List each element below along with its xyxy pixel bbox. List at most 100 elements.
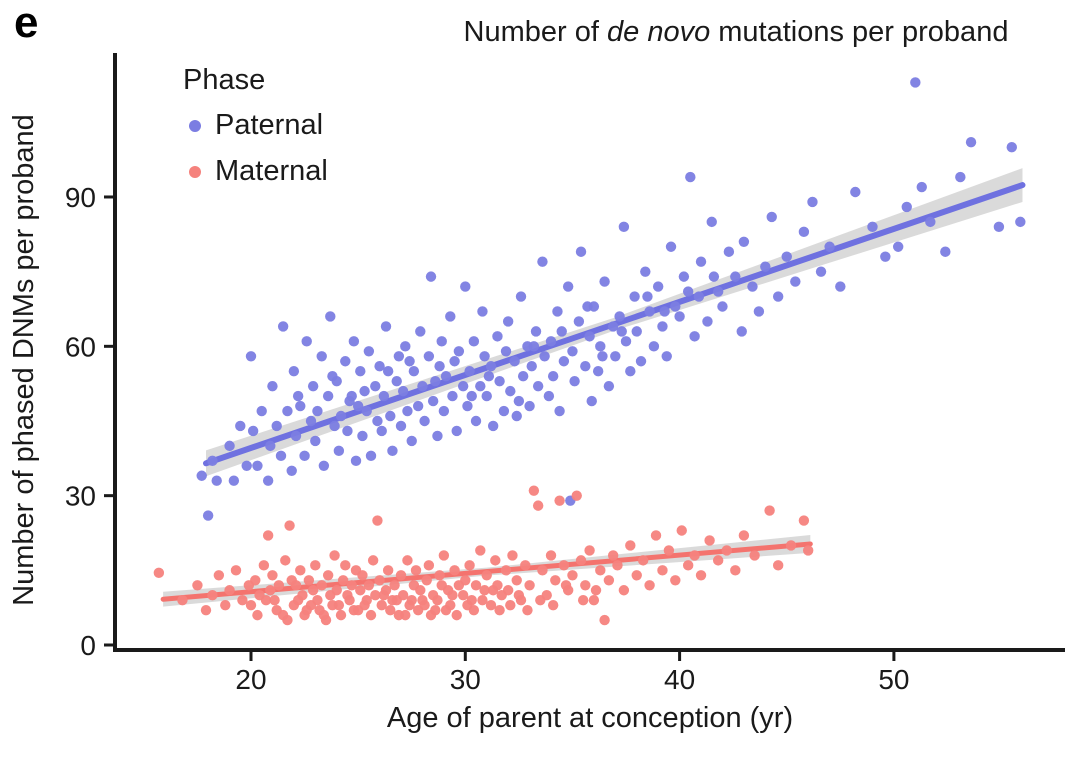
- paternal-point: [460, 281, 471, 292]
- paternal-point: [487, 420, 499, 432]
- paternal-point: [595, 341, 606, 352]
- maternal-point: [344, 594, 355, 606]
- maternal-point: [329, 550, 340, 561]
- paternal-point: [331, 375, 342, 387]
- paternal-point: [417, 380, 428, 392]
- paternal-dot-icon: [189, 119, 201, 132]
- paternal-point: [374, 361, 385, 372]
- paternal-point: [385, 410, 396, 422]
- maternal-point: [689, 550, 700, 561]
- paternal-point: [449, 356, 460, 367]
- maternal-point: [657, 565, 668, 576]
- paternal-point: [333, 445, 345, 457]
- paternal-point: [901, 201, 912, 213]
- maternal-point: [410, 565, 422, 576]
- paternal-point: [370, 380, 381, 392]
- paternal-point: [400, 341, 411, 352]
- maternal-point: [477, 594, 488, 606]
- paternal-point: [993, 221, 1005, 233]
- paternal-point: [635, 356, 647, 367]
- paternal-point: [747, 281, 758, 292]
- y-tick-label: 60: [65, 331, 96, 362]
- paternal-point: [393, 351, 405, 362]
- maternal-point: [153, 567, 165, 579]
- paternal-point: [365, 450, 377, 462]
- maternal-point: [273, 580, 285, 591]
- paternal-point: [910, 77, 921, 88]
- maternal-point: [562, 585, 574, 596]
- paternal-point: [427, 395, 439, 407]
- paternal-point: [648, 341, 660, 352]
- maternal-point: [415, 585, 426, 596]
- paternal-point: [312, 405, 323, 417]
- paternal-point: [599, 276, 610, 287]
- paternal-point: [202, 510, 214, 521]
- maternal-point: [490, 555, 501, 566]
- maternal-point: [333, 599, 345, 611]
- maternal-point: [695, 570, 707, 581]
- paternal-point: [545, 336, 557, 347]
- maternal-point: [644, 580, 655, 591]
- paternal-point: [867, 221, 878, 233]
- maternal-point: [447, 590, 458, 601]
- maternal-point: [389, 580, 400, 591]
- paternal-point: [252, 460, 263, 471]
- chart-title-italic: de novo: [607, 16, 711, 48]
- maternal-point: [520, 560, 531, 571]
- paternal-point: [247, 425, 259, 437]
- paternal-point: [607, 321, 619, 332]
- paternal-point: [772, 291, 784, 302]
- y-axis-label: Number of phased DNMs per proband: [8, 114, 40, 606]
- maternal-point: [588, 594, 600, 606]
- maternal-point: [575, 555, 587, 566]
- paternal-point: [706, 216, 717, 228]
- maternal-point: [532, 500, 544, 511]
- maternal-point: [460, 575, 471, 586]
- maternal-point: [749, 550, 760, 561]
- paternal-point: [925, 216, 936, 228]
- chart-title-suffix: mutations per proband: [710, 16, 1009, 48]
- paternal-point: [642, 291, 653, 302]
- maternal-point: [631, 570, 642, 581]
- paternal-point: [798, 226, 810, 238]
- maternal-point: [423, 560, 435, 571]
- paternal-point: [451, 425, 462, 437]
- maternal-point: [466, 594, 477, 606]
- maternal-point: [265, 585, 276, 596]
- paternal-point: [402, 405, 413, 417]
- maternal-point: [479, 585, 490, 596]
- paternal-point: [702, 316, 713, 327]
- maternal-point: [380, 585, 392, 596]
- x-tick-label: 20: [235, 664, 266, 695]
- maternal-point: [363, 580, 375, 591]
- paternal-point: [277, 321, 289, 332]
- maternal-point: [798, 515, 810, 526]
- paternal-point: [286, 465, 297, 476]
- paternal-point: [352, 400, 364, 412]
- maternal-point: [494, 604, 505, 616]
- maternal-point: [511, 575, 522, 586]
- paternal-point: [235, 420, 246, 432]
- maternal-point: [485, 599, 497, 611]
- paternal-point: [363, 346, 375, 357]
- maternal-point: [785, 540, 797, 551]
- paternal-point: [406, 435, 417, 447]
- maternal-point: [260, 594, 272, 606]
- maternal-point: [250, 575, 261, 586]
- paternal-point: [245, 351, 257, 362]
- paternal-point: [335, 410, 347, 422]
- maternal-point: [385, 604, 396, 616]
- maternal-point: [590, 585, 602, 596]
- paternal-point: [652, 281, 664, 292]
- maternal-point: [245, 599, 257, 611]
- chart-title-prefix: Number of: [463, 16, 607, 48]
- maternal-point: [537, 565, 548, 576]
- paternal-point: [382, 366, 394, 377]
- maternal-point: [502, 585, 514, 596]
- maternal-point: [361, 594, 372, 606]
- paternal-point: [539, 351, 550, 362]
- paternal-point: [316, 351, 327, 362]
- paternal-point: [432, 430, 443, 442]
- paternal-point: [753, 306, 765, 317]
- paternal-point: [423, 351, 435, 362]
